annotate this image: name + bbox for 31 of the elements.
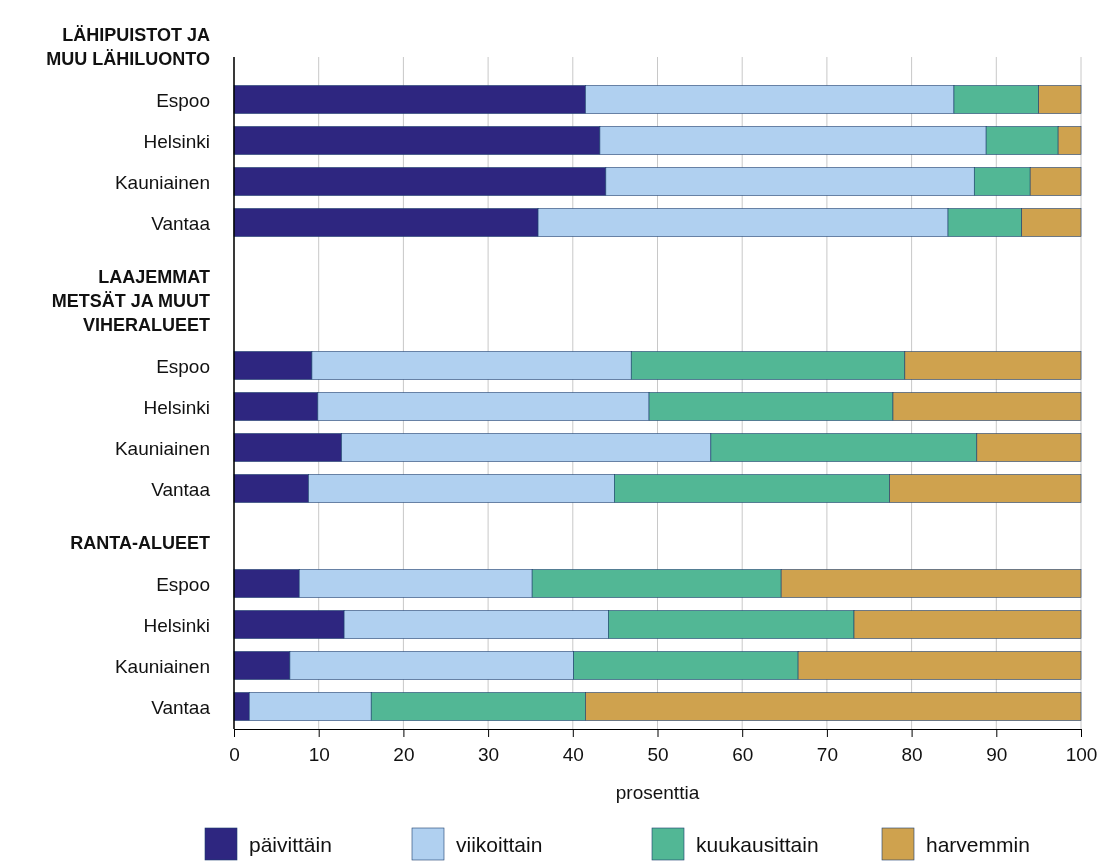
x-tick-label: 80 — [901, 743, 923, 765]
y-tick-label: LÄHIPUISTOT JA MUU LÄHILUONTO — [46, 25, 210, 69]
x-tick-label: 70 — [816, 743, 838, 765]
y-tick-label: Espoo — [156, 89, 210, 111]
y-tick-label: Vantaa — [151, 212, 211, 234]
y-tick-label: Espoo — [156, 573, 210, 595]
x-axis-title: prosenttia — [615, 782, 700, 803]
y-tick-label: Helsinki — [143, 396, 210, 418]
y-tick-label: Helsinki — [143, 614, 210, 636]
x-tick-label: 50 — [647, 743, 669, 765]
legend-label: viikoittain — [456, 833, 543, 856]
x-tick-label: 10 — [308, 743, 330, 765]
y-tick-label: LAAJEMMAT METSÄT JA MUUT VIHERALUEET — [51, 267, 210, 335]
y-tick-label: Kauniainen — [114, 437, 210, 459]
x-tick-label: 100 — [1065, 743, 1098, 765]
legend-label: päivittäin — [249, 833, 332, 856]
x-tick-label: 30 — [478, 743, 500, 765]
x-tick-label: 0 — [229, 743, 240, 765]
x-tick-label: 40 — [562, 743, 584, 765]
legend-label: kuukausittain — [696, 833, 819, 856]
y-tick-label: Kauniainen — [114, 655, 210, 677]
y-tick-label: Espoo — [156, 355, 210, 377]
x-tick-label: 60 — [732, 743, 754, 765]
y-tick-label: Kauniainen — [114, 171, 210, 193]
y-tick-label: Vantaa — [151, 478, 211, 500]
y-tick-label: Helsinki — [143, 130, 210, 152]
x-tick-label: 90 — [986, 743, 1008, 765]
legend-label: harvemmin — [926, 833, 1030, 856]
y-tick-label: RANTA-ALUEET — [70, 533, 210, 553]
x-tick-label: 20 — [393, 743, 415, 765]
y-tick-label: Vantaa — [151, 696, 211, 718]
